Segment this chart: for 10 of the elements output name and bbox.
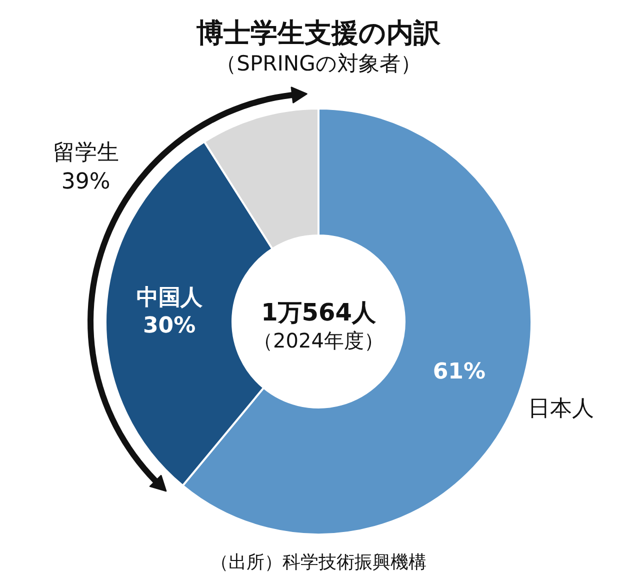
text: （2024年度）: [253, 328, 384, 352]
slice-label: 中国人: [136, 286, 204, 311]
chart-title: 博士学生支援の内訳: [196, 18, 442, 49]
text: 留学生 39%: [52, 140, 119, 194]
chart-subtitle: （SPRINGの対象者）: [216, 52, 422, 76]
data-label: 61%: [432, 360, 486, 385]
slice-label: 日本人: [528, 396, 594, 422]
text: 1万564人: [261, 298, 377, 326]
text: （出所）科学技術振興機構: [210, 552, 426, 573]
data-label: 30%: [142, 314, 196, 339]
